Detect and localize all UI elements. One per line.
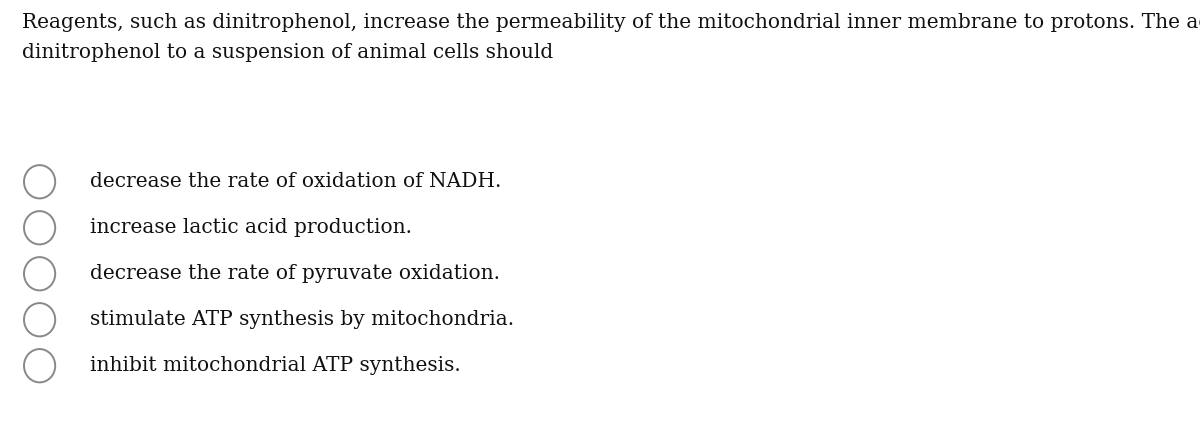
Text: decrease the rate of pyruvate oxidation.: decrease the rate of pyruvate oxidation. — [90, 264, 500, 283]
Text: increase lactic acid production.: increase lactic acid production. — [90, 218, 412, 237]
Text: Reagents, such as dinitrophenol, increase the permeability of the mitochondrial : Reagents, such as dinitrophenol, increas… — [22, 13, 1200, 62]
Text: stimulate ATP synthesis by mitochondria.: stimulate ATP synthesis by mitochondria. — [90, 310, 514, 329]
Ellipse shape — [24, 303, 55, 336]
Ellipse shape — [24, 165, 55, 198]
Ellipse shape — [24, 211, 55, 244]
Ellipse shape — [24, 349, 55, 382]
Ellipse shape — [24, 257, 55, 290]
Text: decrease the rate of oxidation of NADH.: decrease the rate of oxidation of NADH. — [90, 172, 502, 191]
Text: inhibit mitochondrial ATP synthesis.: inhibit mitochondrial ATP synthesis. — [90, 356, 461, 375]
